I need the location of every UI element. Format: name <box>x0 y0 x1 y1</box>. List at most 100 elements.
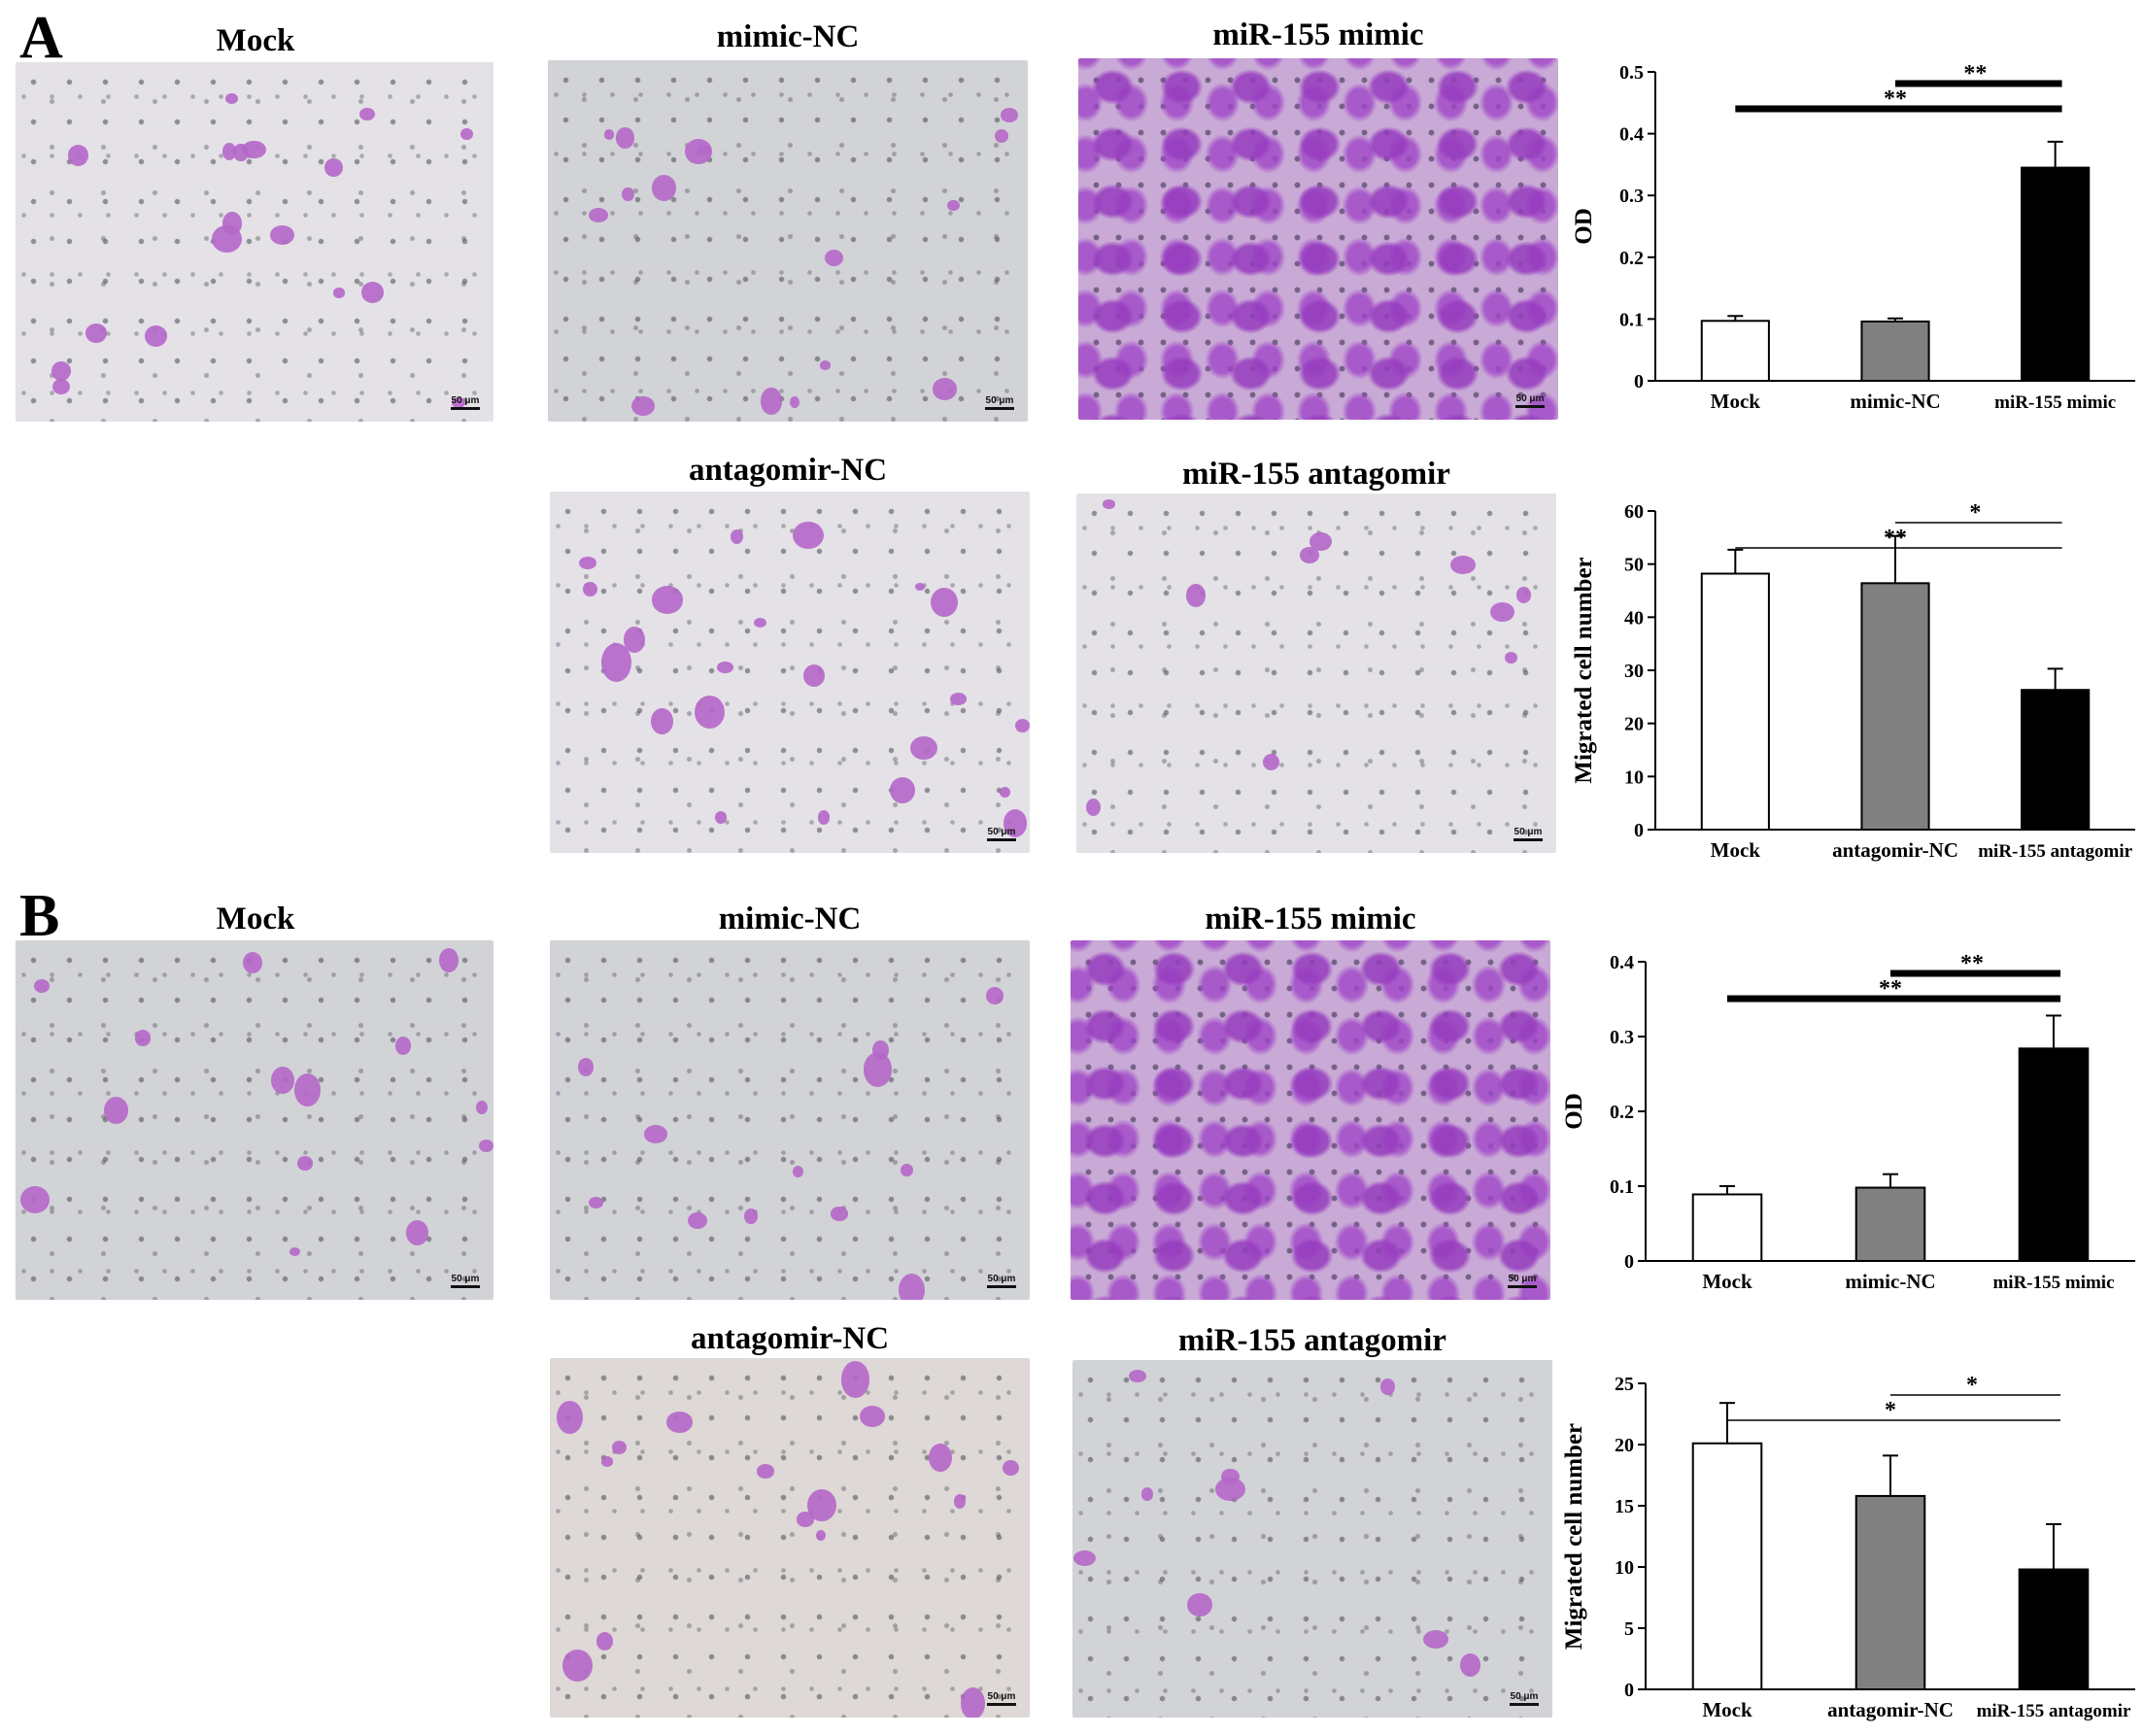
stained-cell <box>358 107 375 120</box>
scale-bar: 50 μm <box>987 827 1016 841</box>
stained-cell <box>716 662 733 674</box>
y-axis-label: Migrated cell number <box>1571 557 1597 783</box>
x-tick-label: Mock <box>1711 838 1761 862</box>
scale-bar: 50 μm <box>1515 393 1545 408</box>
stained-cell <box>1309 531 1332 552</box>
y-tick-label: 0.4 <box>1610 952 1634 973</box>
stained-cell <box>730 528 744 544</box>
y-tick-label: 25 <box>1615 1374 1634 1395</box>
stained-cell <box>289 1246 300 1256</box>
image-title: miR-155 mimic <box>1205 902 1416 936</box>
y-tick-label: 60 <box>1624 501 1644 523</box>
stained-cell <box>1379 1378 1396 1395</box>
stained-cell <box>697 144 712 155</box>
stained-cell <box>583 582 598 597</box>
image-title: mimic-NC <box>718 902 862 936</box>
stained-cell <box>460 127 473 140</box>
bar <box>2018 1047 2090 1262</box>
stained-cell <box>600 643 631 683</box>
stained-cell <box>949 693 967 705</box>
significance-marker: * <box>1969 500 1981 526</box>
x-tick-label: miR-155 mimic <box>1994 392 2116 413</box>
stained-cell <box>1072 1550 1096 1567</box>
image-title: Mock <box>216 23 295 58</box>
stained-cell <box>995 129 1009 144</box>
bar <box>1854 1494 1926 1690</box>
micrograph: 50 μm <box>16 62 493 422</box>
stained-cell <box>753 617 766 628</box>
micrograph: 50 μm <box>1071 940 1550 1300</box>
stained-cell <box>1263 754 1280 770</box>
stained-cell <box>1003 809 1028 837</box>
panel-letter-b: B <box>19 883 60 949</box>
stained-cell <box>688 1212 707 1230</box>
stained-cell <box>651 586 683 614</box>
stained-cell <box>601 1456 613 1467</box>
scale-bar: 50 μm <box>987 1691 1016 1706</box>
y-tick-label: 40 <box>1624 607 1644 629</box>
scale-bar: 50 μm <box>451 1274 480 1288</box>
significance-marker: * <box>1966 1373 1978 1398</box>
stained-cell <box>631 395 655 416</box>
stained-cell <box>910 736 937 761</box>
y-tick-label: 0.1 <box>1610 1176 1634 1198</box>
scale-bar: 50 μm <box>1508 1274 1537 1288</box>
micrograph: 50 μm <box>550 492 1030 853</box>
stained-cell <box>588 1196 603 1208</box>
bar-chart-b-migration: 0 5 10 15 20 25 Migrated cell number Mock antago… <box>1554 1360 2143 1736</box>
stained-cell <box>68 145 89 166</box>
stained-cell <box>1489 601 1515 623</box>
x-tick-label: Mock <box>1702 1698 1752 1721</box>
stained-cell <box>793 521 825 549</box>
bar-chart-a-od: 0 0.1 0.2 0.3 0.4 0.5 OD Mock mimic-NC miR-155 mi… <box>1564 49 2143 427</box>
stained-cell <box>478 1139 493 1153</box>
stained-cell <box>830 1207 849 1221</box>
stained-cell <box>333 288 345 298</box>
x-tick-label: Mock <box>1711 390 1761 413</box>
stained-cell <box>797 1512 814 1527</box>
stained-cell <box>694 695 725 729</box>
stained-cell <box>793 1165 804 1178</box>
bar <box>1854 1186 1926 1263</box>
significance-marker: ** <box>1960 951 1984 976</box>
image-title: miR-155 antagomir <box>1178 1323 1446 1358</box>
micrograph: 50 μm <box>1078 58 1558 420</box>
bar <box>2021 166 2091 382</box>
stained-cell <box>1000 107 1018 122</box>
y-tick-label: 0 <box>1634 371 1644 392</box>
stained-cell <box>999 786 1011 798</box>
y-axis-label: OD <box>1561 1093 1587 1130</box>
bar <box>2018 1568 2090 1691</box>
y-tick-label: 10 <box>1615 1557 1634 1579</box>
stained-cell <box>932 378 958 400</box>
stained-cell <box>960 1686 986 1718</box>
stained-cell <box>323 157 343 178</box>
y-tick-label: 20 <box>1615 1435 1634 1456</box>
y-axis-label: Migrated cell number <box>1561 1423 1587 1650</box>
stained-cell <box>643 1124 668 1143</box>
y-tick-label: 10 <box>1624 766 1644 788</box>
stained-cell <box>577 1058 595 1076</box>
scale-bar: 50 μm <box>1514 827 1543 841</box>
y-tick-label: 30 <box>1624 661 1644 682</box>
stained-cell <box>1185 583 1207 607</box>
stained-cell <box>1014 719 1030 733</box>
stained-cell <box>360 282 384 304</box>
stained-cell <box>666 1412 693 1434</box>
stained-cell <box>405 1219 429 1246</box>
significance-marker: ** <box>1884 526 1907 551</box>
micrograph: 50 μm <box>1076 494 1556 853</box>
stained-cell <box>212 225 243 253</box>
stained-cell <box>134 1030 152 1046</box>
stained-cell <box>1128 1370 1146 1383</box>
stained-cell <box>51 360 71 381</box>
stained-cell <box>930 587 959 617</box>
panel-letter-a: A <box>19 5 63 71</box>
y-tick-label: 0.2 <box>1610 1102 1634 1123</box>
micrograph: 50 μm <box>550 1358 1030 1718</box>
stained-cell <box>1515 587 1532 603</box>
image-title: miR-155 antagomir <box>1182 457 1450 492</box>
image-title: antagomir-NC <box>688 453 888 488</box>
significance-marker: * <box>1885 1398 1896 1423</box>
y-tick-label: 0.2 <box>1619 248 1644 269</box>
